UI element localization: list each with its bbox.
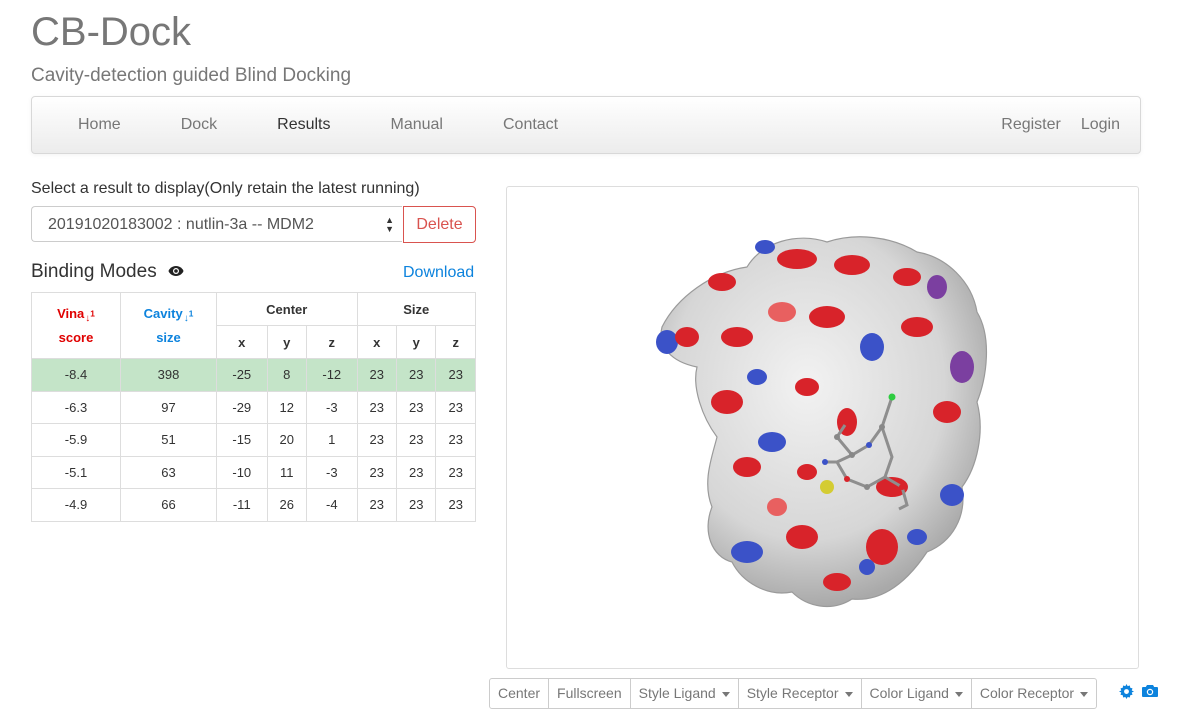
download-link[interactable]: Download (403, 264, 475, 281)
site-title: CB-Dock (31, 10, 192, 54)
size-header: Size (356, 292, 477, 326)
viewer-icon-group (1119, 684, 1158, 704)
center-y-cell: 11 (266, 455, 308, 489)
style-receptor-dropdown[interactable]: Style Receptor (737, 678, 862, 709)
delete-button[interactable]: Delete (403, 206, 476, 243)
nav-home[interactable]: Home (78, 116, 121, 133)
center-y-cell: 26 (266, 488, 308, 522)
ligand-ball-and-stick (822, 393, 909, 511)
site-subtitle: Cavity-detection guided Blind Docking (31, 65, 352, 86)
result-select-label: Select a result to display(Only retain t… (31, 180, 420, 197)
center-z-cell: -3 (306, 455, 358, 489)
cavity-size-cell: 66 (120, 488, 217, 522)
cavity-size-cell: 97 (120, 390, 217, 424)
table-row[interactable]: -8.4 398 -25 8 -12 23 23 23 (31, 358, 476, 392)
fullscreen-button[interactable]: Fullscreen (548, 678, 631, 709)
result-select-value: 20191020183002 : nutlin-3a -- MDM2 (48, 216, 314, 233)
vina-score-cell: -4.9 (31, 488, 121, 522)
nav-results[interactable]: Results (277, 116, 331, 133)
table-row[interactable]: -6.3 97 -29 12 -3 23 23 23 (31, 390, 476, 424)
size-z-cell: 23 (435, 390, 476, 424)
binding-modes-heading: Binding Modes (31, 261, 184, 283)
size-z-cell: 23 (435, 488, 476, 522)
center-y-header: y (266, 325, 308, 359)
binding-modes-title: Binding Modes (31, 261, 157, 283)
vina-score-cell: -5.1 (31, 455, 121, 489)
center-z-cell: 1 (306, 423, 358, 457)
nav-left-group: Home Dock Results Manual Contact (48, 97, 588, 153)
size-x-header: x (356, 325, 398, 359)
molecule-viewer[interactable] (506, 186, 1139, 669)
center-y-cell: 20 (266, 423, 308, 457)
caret-down-icon (721, 691, 730, 697)
style-ligand-dropdown[interactable]: Style Ligand (629, 678, 739, 709)
size-x-cell: 23 (356, 390, 398, 424)
navbar: Home Dock Results Manual Contact Registe… (31, 96, 1141, 154)
nav-right-group: Register Login (991, 97, 1130, 153)
table-row[interactable]: -4.9 66 -11 26 -4 23 23 23 (31, 488, 476, 522)
nav-contact[interactable]: Contact (502, 116, 559, 133)
size-y-header: y (395, 325, 437, 359)
size-y-cell: 23 (395, 455, 437, 489)
camera-icon[interactable] (1142, 684, 1158, 704)
caret-down-icon (844, 691, 853, 697)
center-header: Center (216, 292, 358, 326)
size-z-cell: 23 (435, 455, 476, 489)
center-y-cell: 12 (266, 390, 308, 424)
binding-modes-table: Vina↓1 score Cavity↓1 size Center Size x y… (31, 292, 477, 522)
table-row[interactable]: -5.1 63 -10 11 -3 23 23 23 (31, 455, 476, 489)
sort-desc-icon: ↓1 (183, 308, 194, 324)
size-y-cell: 23 (395, 390, 437, 424)
size-y-cell: 23 (395, 358, 437, 392)
result-select[interactable]: 20191020183002 : nutlin-3a -- MDM2 ▲ ▼ (31, 206, 402, 242)
center-z-cell: -12 (306, 358, 358, 392)
size-z-cell: 23 (435, 358, 476, 392)
cavity-size-cell: 51 (120, 423, 217, 457)
center-z-header: z (306, 325, 358, 359)
size-y-cell: 23 (395, 423, 437, 457)
center-z-cell: -3 (306, 390, 358, 424)
vina-score-cell: -5.9 (31, 423, 121, 457)
size-x-cell: 23 (356, 423, 398, 457)
center-z-cell: -4 (306, 488, 358, 522)
size-x-cell: 23 (356, 455, 398, 489)
center-x-cell: -10 (216, 455, 268, 489)
gear-icon[interactable] (1119, 684, 1134, 704)
protein-surface-render[interactable] (507, 187, 1139, 669)
sort-desc-icon: ↓1 (85, 308, 95, 324)
size-x-cell: 23 (356, 358, 398, 392)
center-button[interactable]: Center (489, 678, 550, 709)
cavity-size-header[interactable]: Cavity↓1 size (120, 292, 217, 359)
viewer-toolbar: Center Fullscreen Style Ligand Style Rec… (489, 678, 1098, 709)
nav-manual[interactable]: Manual (390, 116, 443, 133)
color-receptor-dropdown[interactable]: Color Receptor (970, 678, 1098, 709)
cavity-size-cell: 398 (120, 358, 217, 392)
nav-login[interactable]: Login (1080, 116, 1120, 133)
surface-patches (656, 240, 974, 591)
caret-down-icon (954, 691, 963, 697)
nav-dock[interactable]: Dock (180, 116, 218, 133)
nav-register[interactable]: Register (1001, 116, 1061, 133)
size-y-cell: 23 (395, 488, 437, 522)
vina-score-cell: -6.3 (31, 390, 121, 424)
center-x-cell: -25 (216, 358, 268, 392)
vina-score-cell: -8.4 (31, 358, 121, 392)
eye-icon[interactable] (168, 261, 184, 283)
cavity-size-cell: 63 (120, 455, 217, 489)
table-row[interactable]: -5.9 51 -15 20 1 23 23 23 (31, 423, 476, 457)
center-x-header: x (216, 325, 268, 359)
size-x-cell: 23 (356, 488, 398, 522)
center-y-cell: 8 (266, 358, 308, 392)
size-z-cell: 23 (435, 423, 476, 457)
vina-score-header[interactable]: Vina↓1 score (31, 292, 121, 359)
select-arrows-icon: ▲ ▼ (385, 215, 394, 234)
caret-down-icon (1080, 691, 1089, 697)
color-ligand-dropdown[interactable]: Color Ligand (860, 678, 972, 709)
center-x-cell: -11 (216, 488, 268, 522)
center-x-cell: -29 (216, 390, 268, 424)
center-x-cell: -15 (216, 423, 268, 457)
size-z-header: z (435, 325, 476, 359)
